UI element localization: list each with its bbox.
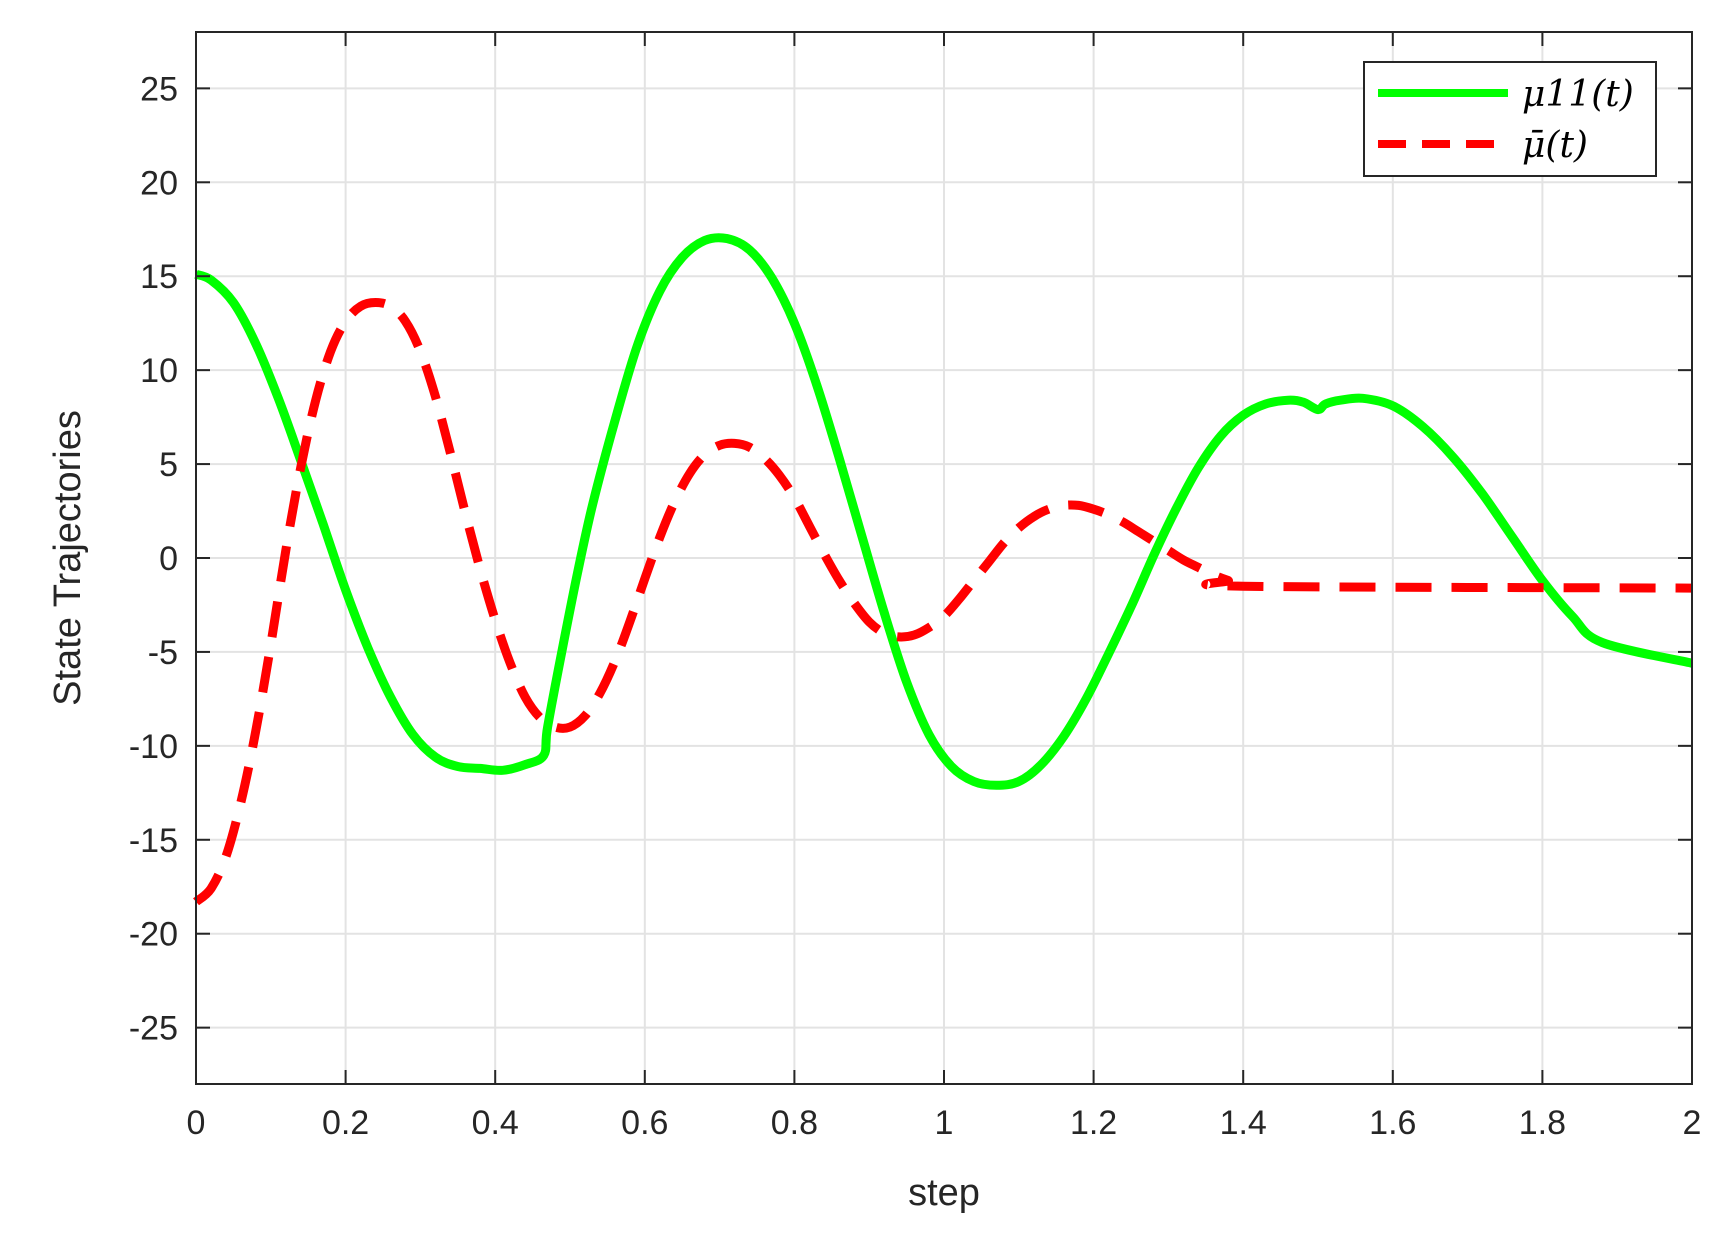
y-axis-label: State Trajectories: [47, 410, 89, 706]
x-tick-label: 2: [1683, 1104, 1702, 1142]
legend-box: [1363, 61, 1657, 177]
y-tick-label: 25: [140, 70, 178, 108]
y-tick-label: 5: [159, 446, 178, 484]
x-tick-label: 0.4: [472, 1104, 519, 1142]
x-tick-label: 1.4: [1220, 1104, 1267, 1142]
x-tick-label: 0.2: [322, 1104, 369, 1142]
y-tick-label: -15: [129, 822, 178, 860]
axes-box: [195, 31, 1693, 1085]
y-tick-label: 10: [140, 352, 178, 390]
tick-labels: 0 0.2 0.4 0.6 0.8 1 1.2 1.4 1.6 1.8 2 25 20 15 10 5 0 -5 -…: [129, 32, 1702, 1142]
series-line-mu11: [194, 233, 1693, 790]
y-tick-label: -10: [129, 728, 178, 766]
x-tick-label: 1.6: [1369, 1104, 1416, 1142]
y-tick-label: -20: [129, 916, 178, 954]
plot-area: [193, 233, 1693, 906]
legend-label-mubar: μ̄(t): [1522, 125, 1588, 166]
y-tick-label: 0: [159, 540, 178, 578]
y-tick-label: 20: [140, 164, 178, 202]
y-tick-label: -5: [148, 634, 178, 672]
x-tick-label: 1: [935, 1104, 954, 1142]
y-tick-label: -25: [129, 1010, 178, 1048]
y-tick-label: 15: [140, 258, 178, 296]
series-line-mubar: [193, 298, 1693, 906]
legend: μ11(t) μ̄(t): [1363, 61, 1657, 177]
x-tick-label: 1.2: [1070, 1104, 1117, 1142]
x-tick-label: 1.8: [1519, 1104, 1566, 1142]
x-axis-label: step: [908, 1172, 980, 1214]
x-tick-label: 0: [187, 1104, 206, 1142]
legend-label-mu11: μ11(t): [1522, 74, 1634, 115]
x-tick-label: 0.8: [771, 1104, 818, 1142]
x-tick-label: 0.6: [621, 1104, 668, 1142]
